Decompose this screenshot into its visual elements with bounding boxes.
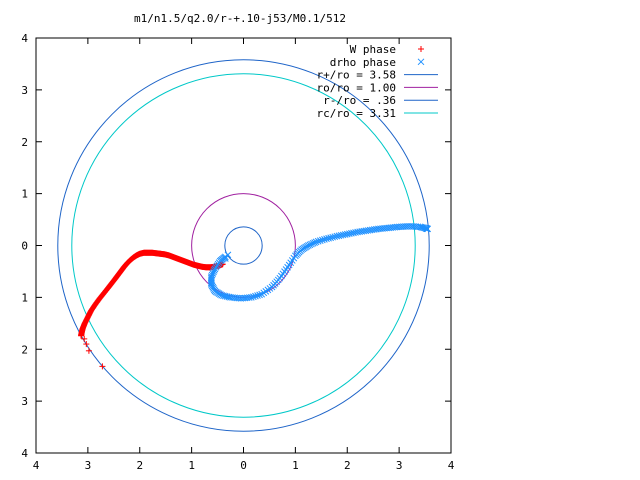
y-tick-label: 1 [21,188,28,201]
legend-label: rc/ro = 3.31 [317,107,396,120]
y-tick-label: 2 [21,136,28,149]
drho-phase-point [323,235,330,243]
drho-phase-point [327,234,335,242]
drho-phase-point [250,293,257,301]
x-tick-label: 0 [240,459,247,472]
legend-label: r+/ro = 3.58 [317,69,396,82]
phase-points [78,222,432,370]
drho-phase-point [318,236,326,244]
y-tick-label: 0 [21,240,28,253]
drho-phase-point [424,225,432,233]
w-phase-point [81,335,88,342]
drho-phase-point [221,255,229,262]
drho-phase-point [312,238,320,246]
drho-phase-point [325,234,332,242]
w-phase-point [85,347,92,354]
legend-cross-marker [417,58,425,66]
y-tick-label: 2 [21,343,28,356]
x-tick-label: 2 [136,459,143,472]
legend-label: drho phase [330,56,396,69]
drho-phase-point [252,292,259,300]
drho-phase-point [329,233,337,241]
x-tick-label: 3 [85,459,92,472]
y-tick-label: 1 [21,291,28,304]
legend-plus-marker [418,46,424,52]
x-tick-label: 3 [396,459,403,472]
legend-label: ro/ro = 1.00 [317,81,396,94]
y-tick-labels: 4 3 2 1 0 1 2 3 4 [21,32,28,460]
drho-phase-point [321,236,328,243]
x-tick-label: 4 [33,459,40,472]
circle-2 [224,226,263,265]
axis-ticks [35,37,452,454]
legend-label: W phase [350,43,396,56]
drho-phase-point [311,239,318,246]
reference-circles [57,59,430,432]
circle-0 [57,59,430,432]
x-tick-label: 2 [344,459,351,472]
y-tick-label: 3 [21,84,28,97]
w-phase-point [83,341,90,348]
w-phase-point [99,363,106,370]
drho-phase-point [256,291,263,299]
drho-phase-point [316,237,324,244]
w-phase-point [78,332,85,339]
drho-phase-point [314,237,322,245]
x-tick-labels: 4 3 2 1 0 1 2 3 4 [33,459,455,472]
y-tick-label: 3 [21,395,28,408]
x-tick-label: 4 [448,459,455,472]
circle-3 [71,73,416,418]
y-tick-label: 4 [21,447,28,460]
y-tick-label: 4 [21,32,28,45]
legend-label: r-/ro = .36 [323,94,396,107]
chart-title: m1/n1.5/q2.0/r-+.10-j53/M0.1/512 [134,12,346,25]
drho-phase-point [247,294,255,301]
x-tick-label: 1 [188,459,195,472]
drho-phase-point [331,233,339,241]
x-tick-label: 1 [292,459,299,472]
drho-phase-point [254,292,261,299]
drho-phase-point [224,251,232,259]
